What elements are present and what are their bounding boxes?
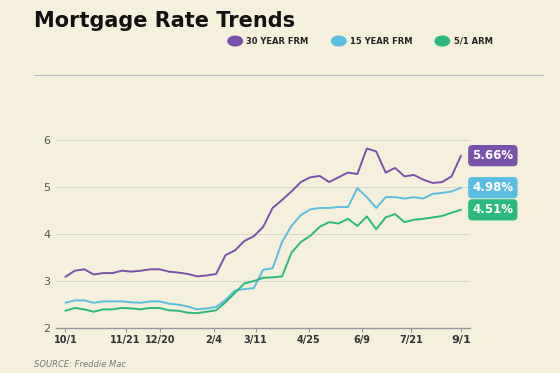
Text: 4.98%: 4.98% [472,181,514,194]
Text: 5.66%: 5.66% [472,149,514,162]
Text: Mortgage Rate Trends: Mortgage Rate Trends [34,11,295,31]
Text: SOURCE: Freddie Mac: SOURCE: Freddie Mac [34,360,125,369]
Text: 4.51%: 4.51% [472,203,514,216]
Text: 5/1 ARM: 5/1 ARM [454,37,492,46]
Text: 15 YEAR FRM: 15 YEAR FRM [350,37,413,46]
Text: 30 YEAR FRM: 30 YEAR FRM [246,37,309,46]
